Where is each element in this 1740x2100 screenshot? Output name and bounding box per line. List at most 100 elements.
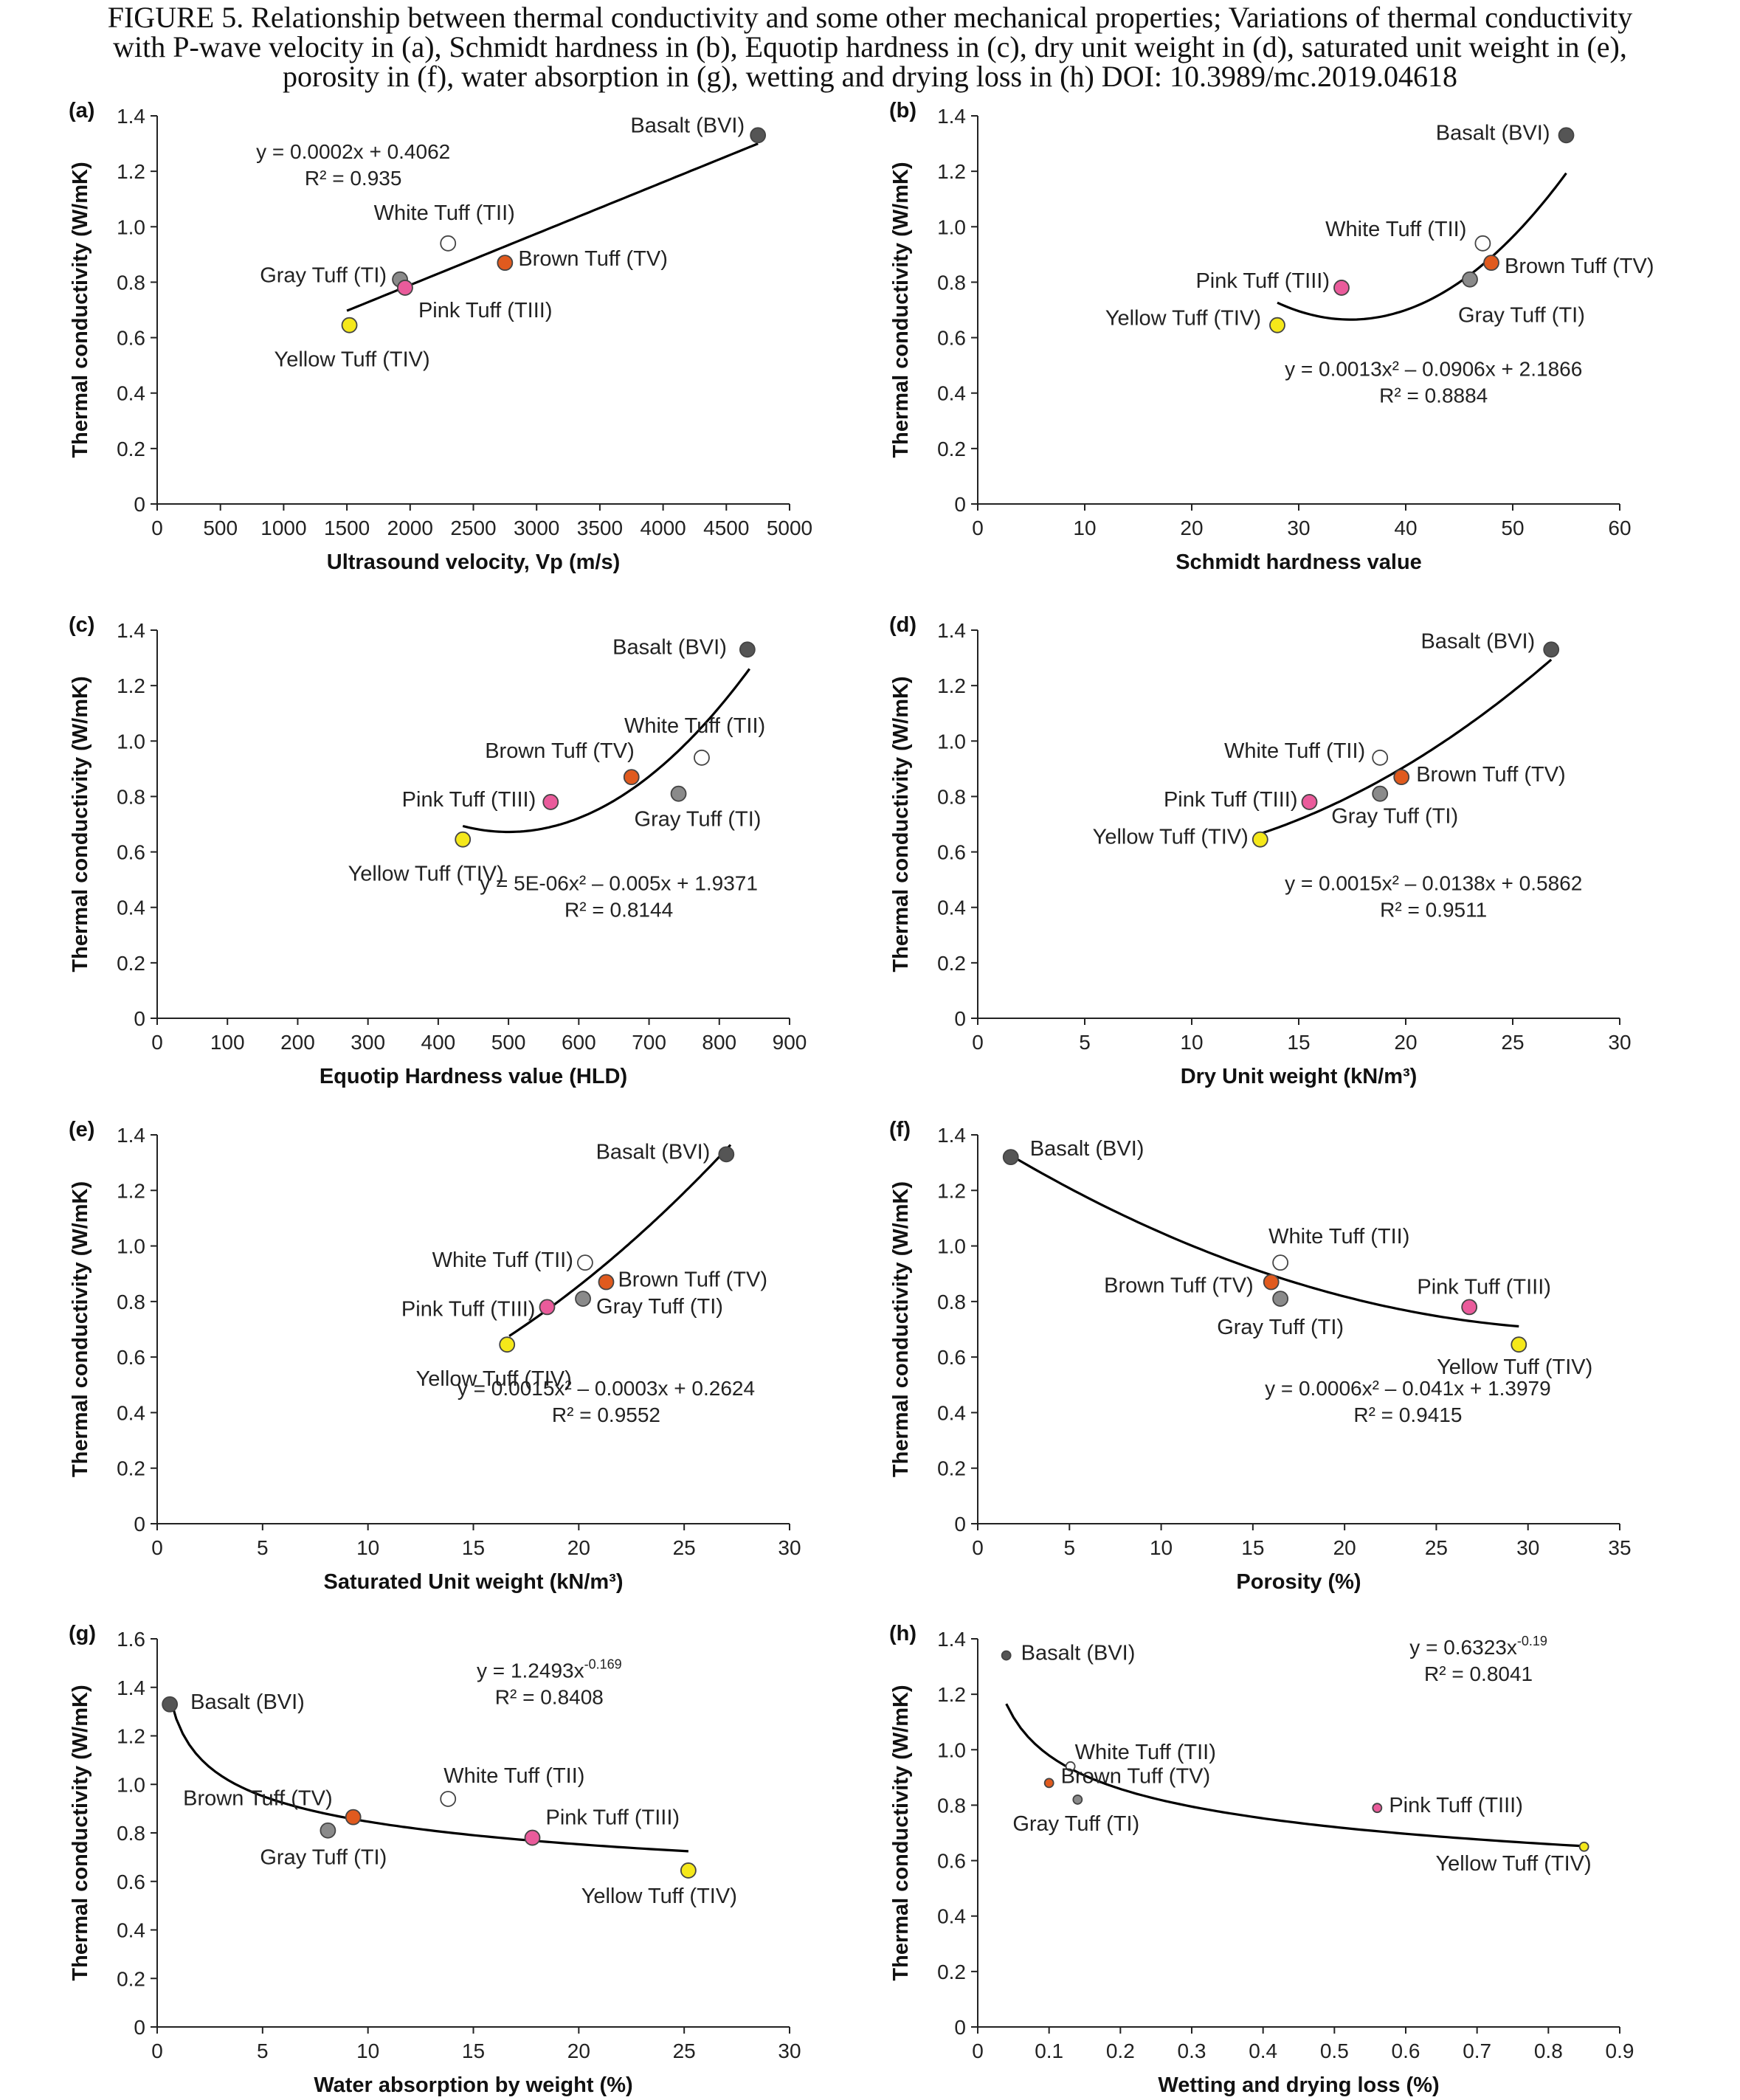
x-tick-label: 20 (567, 1536, 590, 1559)
y-tick-label: 0.8 (937, 271, 966, 294)
y-tick-label: 0 (954, 1513, 966, 1536)
x-tick-label: 0.3 (1178, 2039, 1206, 2062)
y-tick-label: 0.4 (117, 1401, 145, 1424)
point-label: Pink Tuff (TIII) (1164, 788, 1298, 812)
trendline (1009, 1154, 1519, 1328)
x-tick-label: 0 (151, 1031, 163, 1054)
x-tick-label: 30 (778, 1536, 801, 1559)
x-tick-label: 100 (210, 1031, 245, 1054)
y-tick-label: 0 (954, 1007, 966, 1030)
x-tick-label: 0 (151, 517, 163, 539)
point-label: White Tuff (TII) (443, 1764, 584, 1788)
x-tick-label: 30 (778, 2039, 801, 2062)
data-point (1252, 831, 1268, 848)
point-label: Pink Tuff (TIII) (418, 299, 553, 322)
x-tick-label: 50 (1501, 517, 1524, 539)
point-label: Yellow Tuff (TIV) (581, 1885, 737, 1908)
x-tick-label: 10 (1073, 517, 1096, 539)
y-tick-label: 1.4 (937, 619, 966, 642)
y-tick-label: 1.2 (937, 1179, 966, 1202)
x-tick-label: 10 (356, 2039, 379, 2062)
x-tick-label: 1500 (324, 517, 370, 539)
chart-panel-b: (b) 0 0.2 0.4 0.6 0.8 1.0 1.2 1.4 0 10 20 30 40 50 60 Sc… (889, 99, 1654, 574)
x-tick-label: 5 (257, 2039, 269, 2062)
point-label: Pink Tuff (TIII) (1389, 1794, 1523, 1817)
x-tick-label: 0 (972, 1031, 984, 1054)
x-tick-label: 600 (562, 1031, 596, 1054)
trendline (1260, 658, 1553, 835)
trendline (346, 142, 759, 312)
data-point (1272, 1291, 1289, 1307)
y-tick-label: 0 (954, 493, 966, 516)
point-label: White Tuff (TII) (1075, 1741, 1216, 1764)
caption-line-2: with P-wave velocity in (a), Schmidt har… (113, 30, 1627, 63)
y-tick-label: 1.0 (117, 730, 145, 753)
y-axis-title: Thermal conductivity (W/mK) (69, 676, 92, 972)
point-label: Basalt (BVI) (1021, 1642, 1136, 1665)
point-label: Yellow Tuff (TIV) (1105, 307, 1261, 331)
y-tick-label: 0 (134, 493, 145, 516)
y-tick-label: 0.4 (937, 1905, 966, 1928)
x-tick-label: 5 (257, 1536, 269, 1559)
x-tick-label: 30 (1608, 1031, 1631, 1054)
x-tick-label: 10 (1180, 1031, 1203, 1054)
y-tick-label: 1.2 (937, 160, 966, 183)
chart-panel-e: (e) 0 0.2 0.4 0.6 0.8 1.0 1.2 1.4 0 5 10 15 20 25 30 Sat… (69, 1118, 801, 1594)
y-tick-label: 0 (134, 1007, 145, 1030)
data-point (1002, 1149, 1019, 1166)
x-tick-label: 15 (1241, 1536, 1264, 1559)
y-axis-title: Thermal conductivity (W/mK) (69, 162, 92, 457)
data-point (455, 831, 472, 848)
caption-line-1: FIGURE 5. Relationship between thermal c… (107, 1, 1633, 34)
y-tick-label: 0 (134, 2016, 145, 2039)
caption-line-3: porosity in (f), water absorption in (g)… (283, 60, 1457, 93)
x-tick-label: 300 (351, 1031, 385, 1054)
y-tick-label: 0.6 (937, 841, 966, 864)
equation-exponent: -0.19 (1517, 1634, 1547, 1648)
y-tick-label: 0.4 (117, 1919, 145, 1942)
r-squared: R² = 0.935 (305, 167, 402, 190)
y-tick-label: 1.0 (937, 1738, 966, 1761)
y-tick-label: 0 (954, 2016, 966, 2039)
chart-panel-a: (a) 0 0.2 0.4 0.6 0.8 1.0 1.2 1.4 0 500 1000 1500 200… (69, 99, 812, 574)
data-point (694, 749, 710, 766)
x-tick-label: 15 (1287, 1031, 1310, 1054)
y-tick-label: 0.8 (117, 1291, 145, 1313)
data-point (1372, 785, 1389, 802)
y-tick-label: 1.4 (117, 1124, 145, 1147)
x-tick-label: 900 (773, 1031, 807, 1054)
point-label: Brown Tuff (TV) (485, 739, 635, 763)
y-tick-label: 0.2 (937, 1457, 966, 1480)
y-tick-label: 0.2 (117, 952, 145, 975)
y-axis-title: Thermal conductivity (W/mK) (69, 1181, 92, 1477)
y-tick-label: 1.2 (117, 1725, 145, 1748)
data-point (1272, 1254, 1289, 1271)
y-tick-label: 1.4 (937, 1628, 966, 1651)
point-label: Basalt (BVI) (1030, 1137, 1145, 1161)
x-tick-label: 25 (673, 2039, 696, 2062)
point-label: Pink Tuff (TIII) (545, 1806, 680, 1830)
x-axis-title: Porosity (%) (1236, 1570, 1361, 1594)
chart-panel-f: (f) 0 0.2 0.4 0.6 0.8 1.0 1.2 1.4 0 5 10 15 20 25 30 35 P… (889, 1118, 1632, 1594)
point-label: Pink Tuff (TIII) (402, 788, 536, 812)
y-tick-label: 1.0 (117, 215, 145, 238)
panel-label: (f) (889, 1118, 911, 1141)
y-axis-title: Thermal conductivity (W/mK) (889, 1685, 913, 1980)
panel-label: (a) (69, 99, 94, 122)
chart-panel-c: (c) 0 0.2 0.4 0.6 0.8 1.0 1.2 1.4 0 100 200 300 400 50… (69, 613, 807, 1088)
y-tick-label: 0.2 (937, 952, 966, 975)
x-tick-label: 400 (421, 1031, 456, 1054)
point-label: Gray Tuff (TI) (260, 1846, 387, 1870)
point-label: White Tuff (TII) (1268, 1225, 1409, 1248)
panel-label: (g) (69, 1622, 96, 1645)
y-tick-label: 0.2 (117, 438, 145, 460)
trend-equation: y = 5E-06x² – 0.005x + 1.9371 (480, 871, 758, 894)
point-label: Brown Tuff (TV) (618, 1268, 767, 1292)
data-point (1072, 1795, 1083, 1805)
x-tick-label: 20 (1394, 1031, 1417, 1054)
x-tick-label: 700 (632, 1031, 666, 1054)
r-squared: R² = 0.9511 (1380, 898, 1487, 921)
x-tick-label: 0.9 (1606, 2039, 1634, 2062)
x-tick-label: 1000 (260, 517, 306, 539)
point-label: Basalt (BVI) (596, 1140, 711, 1164)
